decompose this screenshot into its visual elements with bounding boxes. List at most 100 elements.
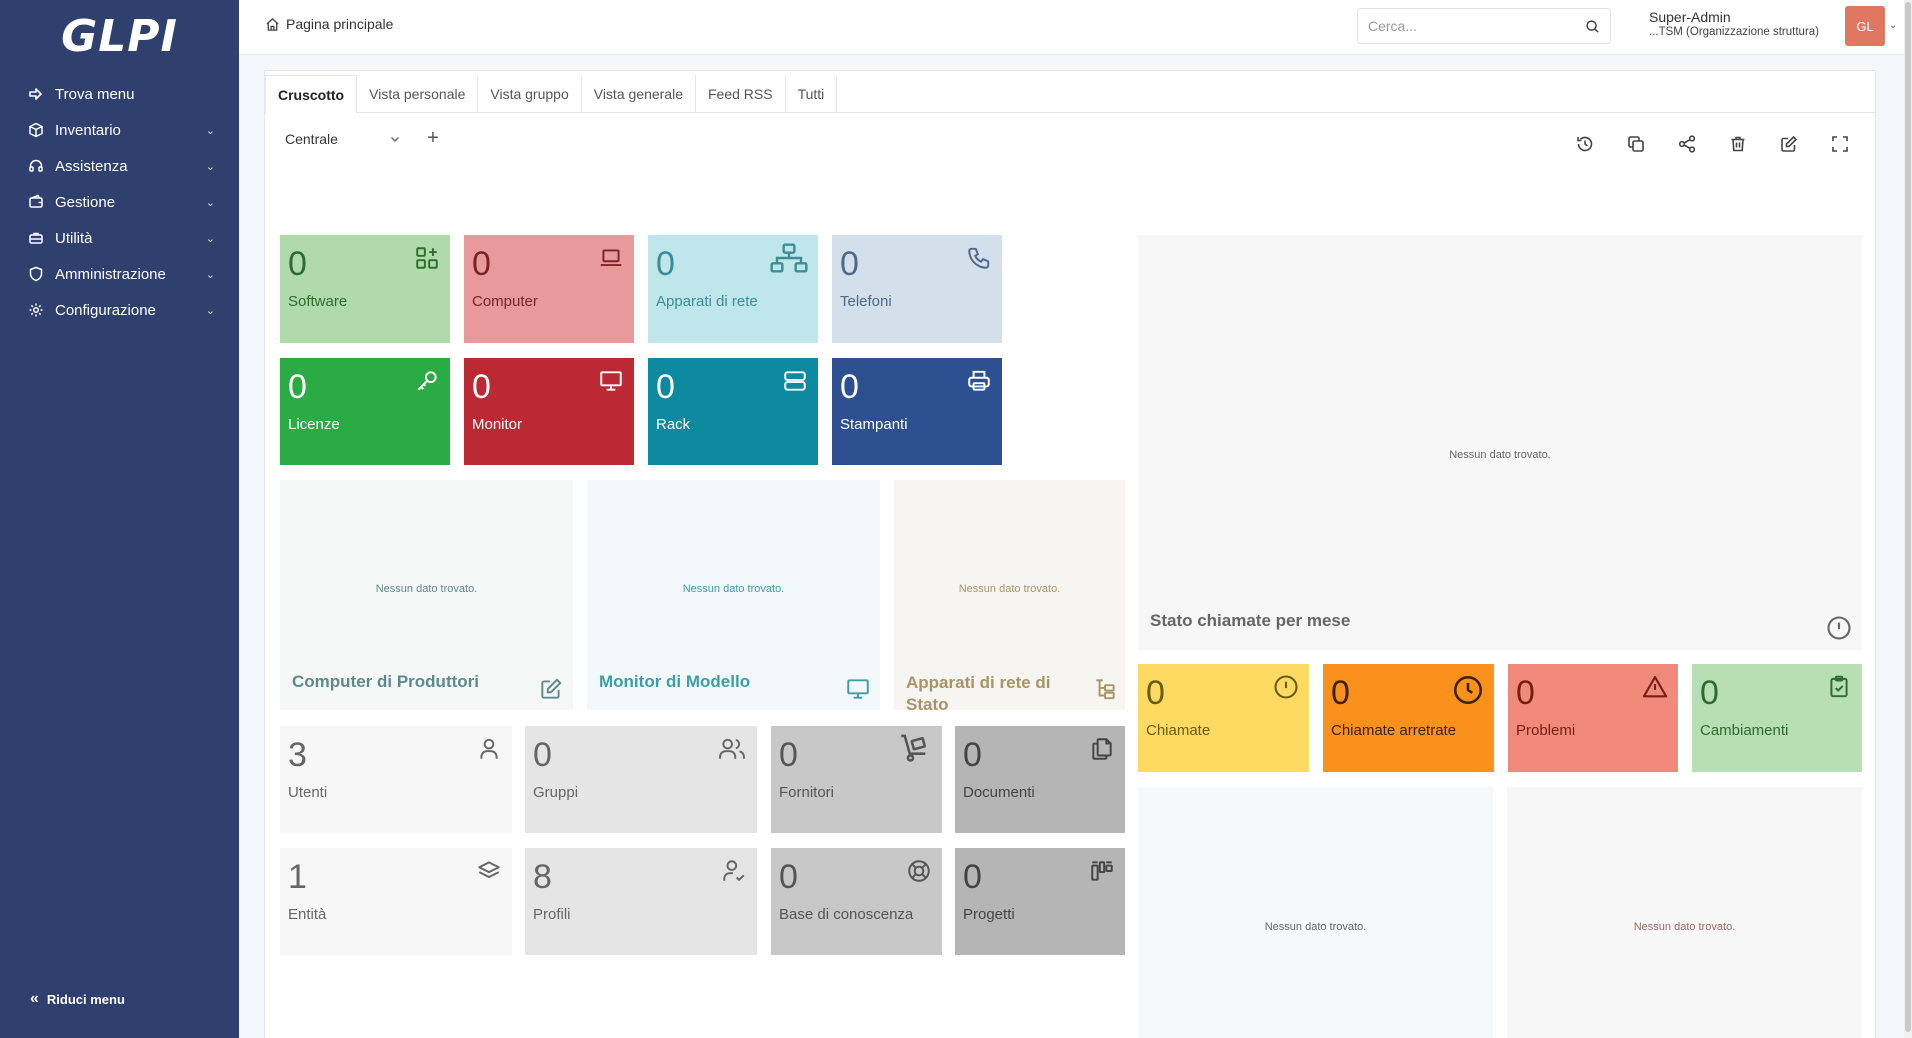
duplicate-icon[interactable] — [1610, 129, 1661, 159]
menu-item-assistenza[interactable]: Assistenza ⌄ — [0, 148, 239, 184]
edit-icon[interactable] — [1763, 129, 1814, 159]
user-info[interactable]: Super-Admin ...TSM (Organizzazione strut… — [1649, 9, 1849, 38]
tile-monitors[interactable]: 0 Monitor — [464, 358, 634, 465]
tile-utenti[interactable]: 3 Utenti — [280, 726, 512, 833]
gear-icon — [27, 301, 45, 319]
dashboard-select[interactable]: Centrale — [277, 123, 407, 155]
tab-vista-gruppo[interactable]: Vista gruppo — [478, 75, 582, 113]
avatar[interactable]: GL — [1845, 6, 1885, 46]
user-check-icon — [719, 856, 749, 886]
panel-bottom-left: Nessun dato trovato. — [1138, 787, 1493, 1038]
tile-network[interactable]: 0 Apparati di rete — [648, 235, 818, 343]
tile-base-conoscenza[interactable]: 0 Base di conoscenza — [771, 848, 942, 955]
page-scrollbar[interactable] — [1904, 0, 1912, 1038]
panel-title: Monitor di Modello — [599, 672, 751, 691]
menu-item-configurazione[interactable]: Configurazione ⌄ — [0, 292, 239, 328]
printer-icon — [964, 366, 994, 396]
tile-gruppi[interactable]: 0 Gruppi — [525, 726, 757, 833]
tile-problemi[interactable]: 0 Problemi — [1508, 664, 1678, 772]
collapse-menu-button[interactable]: « Riduci menu — [30, 990, 125, 1008]
menu-item-gestione[interactable]: Gestione ⌄ — [0, 184, 239, 220]
key-icon — [412, 366, 442, 396]
server-icon — [780, 366, 810, 396]
tab-cruscotto[interactable]: Cruscotto — [265, 75, 358, 114]
tile-label: Base di conoscenza — [779, 906, 914, 923]
tile-chiamate-arretrate[interactable]: 0 Chiamate arretrate — [1323, 664, 1494, 772]
tile-software[interactable]: 0 Software — [280, 235, 450, 343]
chevron-down-icon: ⌄ — [205, 196, 215, 209]
tile-phones[interactable]: 0 Telefoni — [832, 235, 1002, 343]
chevron-down-icon[interactable]: ⌄ — [1889, 20, 1898, 31]
phone-icon — [964, 243, 994, 273]
tab-feed-rss[interactable]: Feed RSS — [696, 75, 786, 113]
search-icon[interactable] — [1585, 19, 1600, 34]
cube-icon — [27, 121, 45, 139]
tile-count: 0 — [963, 858, 982, 896]
tile-label: Licenze — [288, 416, 340, 433]
tile-printers[interactable]: 0 Stampanti — [832, 358, 1002, 465]
history-icon[interactable] — [1559, 129, 1610, 159]
menu-item-inventario[interactable]: Inventario ⌄ — [0, 112, 239, 148]
tab-vista-generale[interactable]: Vista generale — [582, 75, 696, 113]
chevron-down-icon: ⌄ — [205, 268, 215, 281]
menu-item-amministrazione[interactable]: Amministrazione ⌄ — [0, 256, 239, 292]
double-chevron-left-icon: « — [30, 990, 39, 1007]
scrollbar-thumb[interactable] — [1905, 2, 1911, 1032]
user-icon — [474, 734, 504, 764]
tile-progetti[interactable]: 0 Progetti — [955, 848, 1125, 955]
tile-count: 0 — [472, 368, 491, 406]
tile-label: Apparati di rete — [656, 293, 758, 310]
tile-label: Fornitori — [779, 784, 835, 801]
dolly-icon — [894, 730, 934, 766]
empty-message: Nessun dato trovato. — [375, 583, 478, 595]
tile-label: Rack — [656, 416, 691, 433]
menu-label: Amministrazione — [55, 265, 166, 283]
tile-chiamate[interactable]: 0 Chiamate — [1138, 664, 1309, 772]
briefcase-icon — [27, 229, 45, 247]
tile-racks[interactable]: 0 Rack — [648, 358, 818, 465]
panel-apparati-stato: Nessun dato trovato. Apparati di rete di… — [894, 480, 1125, 710]
users-icon — [715, 734, 749, 764]
tile-computer[interactable]: 0 Computer — [464, 235, 634, 343]
menu-item-utilita[interactable]: Utilità ⌄ — [0, 220, 239, 256]
tile-cambiamenti[interactable]: 0 Cambiamenti — [1692, 664, 1862, 772]
edit-icon — [536, 674, 566, 704]
tile-count: 0 — [963, 736, 982, 774]
tile-label: Cambiamenti — [1700, 722, 1789, 739]
tab-tutti[interactable]: Tutti — [786, 75, 838, 113]
tile-count: 0 — [1700, 674, 1719, 712]
tile-documenti[interactable]: 0 Documenti — [955, 726, 1125, 833]
menu-label: Trova menu — [55, 85, 135, 103]
tile-profili[interactable]: 8 Profili — [525, 848, 757, 955]
tile-licenses[interactable]: 0 Licenze — [280, 358, 450, 465]
chevron-down-icon — [391, 137, 399, 142]
panel-title: Stato chiamate per mese — [1150, 611, 1351, 630]
share-icon[interactable] — [1661, 129, 1712, 159]
tree-icon — [1090, 674, 1120, 704]
breadcrumb-home[interactable]: Pagina principale — [286, 16, 394, 32]
search-input[interactable] — [1368, 18, 1585, 34]
empty-message: Nessun dato trovato. — [1633, 921, 1736, 933]
trash-icon[interactable] — [1712, 129, 1763, 159]
empty-message: Nessun dato trovato. — [682, 583, 785, 595]
empty-message: Nessun dato trovato. — [958, 583, 1061, 595]
tile-label: Stampanti — [840, 416, 908, 433]
glpi-logo[interactable]: GLPI — [0, 0, 239, 72]
tile-count: 0 — [533, 736, 552, 774]
chevron-down-icon: ⌄ — [205, 232, 215, 245]
breadcrumb[interactable]: Pagina principale — [265, 16, 393, 32]
panel-computer-produttori: Nessun dato trovato. Computer di Produtt… — [280, 480, 573, 710]
arrow-right-icon — [27, 85, 45, 103]
tab-vista-personale[interactable]: Vista personale — [357, 75, 479, 113]
add-dashboard-button[interactable]: + — [427, 126, 439, 149]
tile-fornitori[interactable]: 0 Fornitori — [771, 726, 942, 833]
logo-text: GLPI — [61, 10, 178, 62]
monitor-icon — [843, 674, 873, 704]
tile-count: 3 — [288, 736, 307, 774]
menu-label: Inventario — [55, 121, 121, 139]
tile-count: 0 — [779, 858, 798, 896]
tile-entita[interactable]: 1 Entità — [280, 848, 512, 955]
fullscreen-icon[interactable] — [1814, 129, 1865, 159]
panel-monitor-modello: Nessun dato trovato. Monitor di Modello — [587, 480, 880, 710]
menu-item-trova-menu[interactable]: Trova menu — [0, 76, 239, 112]
